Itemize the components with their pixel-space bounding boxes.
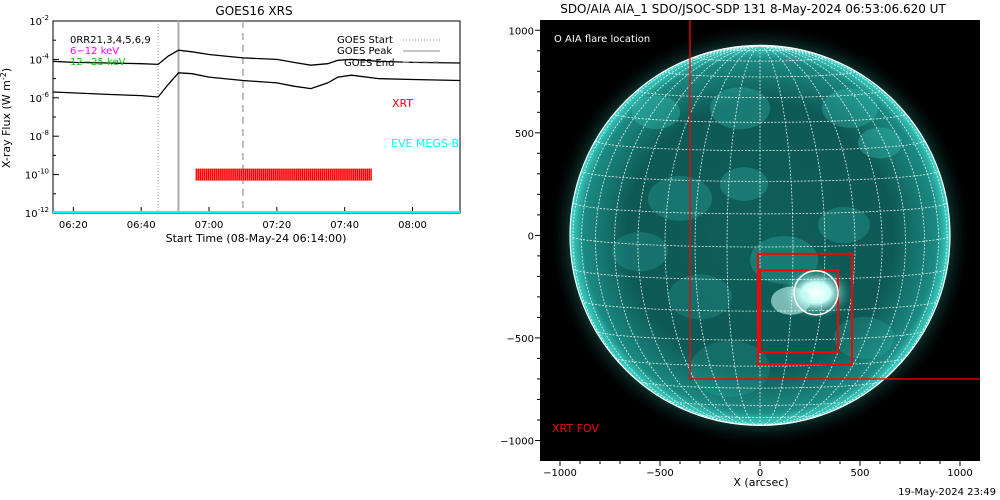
active-region <box>834 316 894 359</box>
xrt-coverage-bar <box>195 168 372 181</box>
aia-x-tick-label: 500 <box>850 468 869 479</box>
aia-x-tick-label: −500 <box>646 468 673 479</box>
y-tick-label: 10-10 <box>25 168 49 182</box>
goes-plot-title: GOES16 XRS <box>215 4 292 18</box>
aia-x-tick-label: 1000 <box>947 468 972 479</box>
aia-y-tick-label: 500 <box>515 129 534 140</box>
x-tick-label: 07:00 <box>195 220 224 231</box>
longitude-line <box>581 45 761 423</box>
xrt-label: XRT <box>392 97 413 110</box>
xrt-fov-box <box>757 252 853 366</box>
y-axis-label: X-ray Flux (W m-2) <box>0 68 13 168</box>
y-tick-label: 10-8 <box>29 129 49 143</box>
legend-6-12kev: 6−12 keV <box>70 46 119 57</box>
active-region <box>822 88 878 128</box>
energy-legend: 0RR21,3,4,5,6,9 6−12 keV 12−25 keV <box>70 35 151 68</box>
active-region <box>710 87 770 130</box>
active-region <box>632 95 680 130</box>
x-tick-label: 06:40 <box>127 220 156 231</box>
active-region <box>818 206 870 244</box>
flare-legend: O AIA flare location <box>554 34 650 45</box>
x-axis-label: Start Time (08-May-24 06:14:00) <box>166 232 347 245</box>
y-axis-ticks: 10-2 10-4 10-6 10-8 10-10 10-12 <box>25 14 59 220</box>
y-tick-label: 10-12 <box>25 206 49 220</box>
x-tick-label: 06:20 <box>59 220 88 231</box>
active-region <box>858 127 902 159</box>
longitude-line <box>759 45 794 426</box>
aia-image-content <box>547 20 980 449</box>
aia-title: SDO/AIA AIA_1 SDO/JSOC-SDP 131 8-May-202… <box>560 2 946 16</box>
flux-series-short <box>52 72 461 98</box>
goes-markers <box>157 21 244 213</box>
latitude-line <box>572 268 948 281</box>
longitude-line <box>759 45 856 426</box>
active-region <box>612 232 668 272</box>
latitude-line <box>637 90 883 99</box>
xrt-fov-label: XRT FOV <box>552 422 599 435</box>
longitude-line <box>637 45 761 426</box>
aia-x-tick-label: 0 <box>757 468 763 479</box>
aia-y-tick-label: 1000 <box>509 26 534 37</box>
flux-series-long <box>52 49 461 66</box>
legend-channel: 0RR21,3,4,5,6,9 <box>70 35 151 46</box>
latitude-line <box>572 202 948 215</box>
active-region <box>668 274 732 320</box>
legend-goes-start: GOES Start <box>337 35 393 46</box>
longitude-line <box>726 45 761 426</box>
aia-solar-image: SDO/AIA AIA_1 SDO/JSOC-SDP 131 8-May-202… <box>500 2 980 489</box>
x-tick-label: 07:40 <box>330 220 359 231</box>
flare-location-marker <box>793 270 839 316</box>
aia-y-ticks: 1000 500 0 −500 −1000 <box>500 26 540 447</box>
active-region <box>720 167 768 201</box>
aia-x-tick-label: −1000 <box>543 468 577 479</box>
flare-loop <box>771 286 811 315</box>
longitude-line <box>759 45 826 426</box>
active-region <box>648 176 712 221</box>
timestamp: 19-May-2024 23:49 <box>898 487 996 498</box>
aia-y-tick-label: −500 <box>507 334 534 345</box>
y-tick-label: 10-6 <box>29 91 49 105</box>
x-tick-label: 08:00 <box>398 220 427 231</box>
xrt-fov-boxes <box>689 20 980 380</box>
latitude-line <box>614 357 906 367</box>
longitude-line <box>694 45 761 426</box>
y-tick-label: 10-2 <box>29 14 49 28</box>
solar-limb <box>569 44 951 426</box>
legend-12-25kev: 12−25 keV <box>70 57 126 68</box>
xrt-fov-box <box>759 269 839 354</box>
aia-x-ticks: −1000 −500 0 500 1000 <box>543 461 973 479</box>
aia-y-tick-label: −1000 <box>500 436 534 447</box>
eve-label: EVE MEGS-B <box>391 137 459 150</box>
x-tick-label: 07:20 <box>262 220 291 231</box>
longitude-line <box>664 45 761 426</box>
xrt-fov-box <box>689 20 980 380</box>
longitude-line <box>759 45 939 423</box>
longitude-line <box>759 45 883 426</box>
legend-goes-peak: GOES Peak <box>337 46 392 57</box>
aia-x-axis-label: X (arcsec) <box>733 476 788 489</box>
goes-xrs-plot: GOES16 XRS 10-2 10-4 10-6 10-8 10-10 10-12 06… <box>0 4 461 245</box>
legend-goes-end: GOES End <box>344 58 394 69</box>
x-axis-ticks: 06:20 06:40 07:00 07:20 07:40 08:00 <box>59 207 427 231</box>
flux-series <box>52 49 461 98</box>
marker-legend: GOES Start GOES Peak GOES End <box>337 35 440 69</box>
active-region <box>690 340 770 397</box>
y-tick-label: 10-4 <box>29 52 49 66</box>
aia-y-tick-label: 0 <box>528 231 534 242</box>
